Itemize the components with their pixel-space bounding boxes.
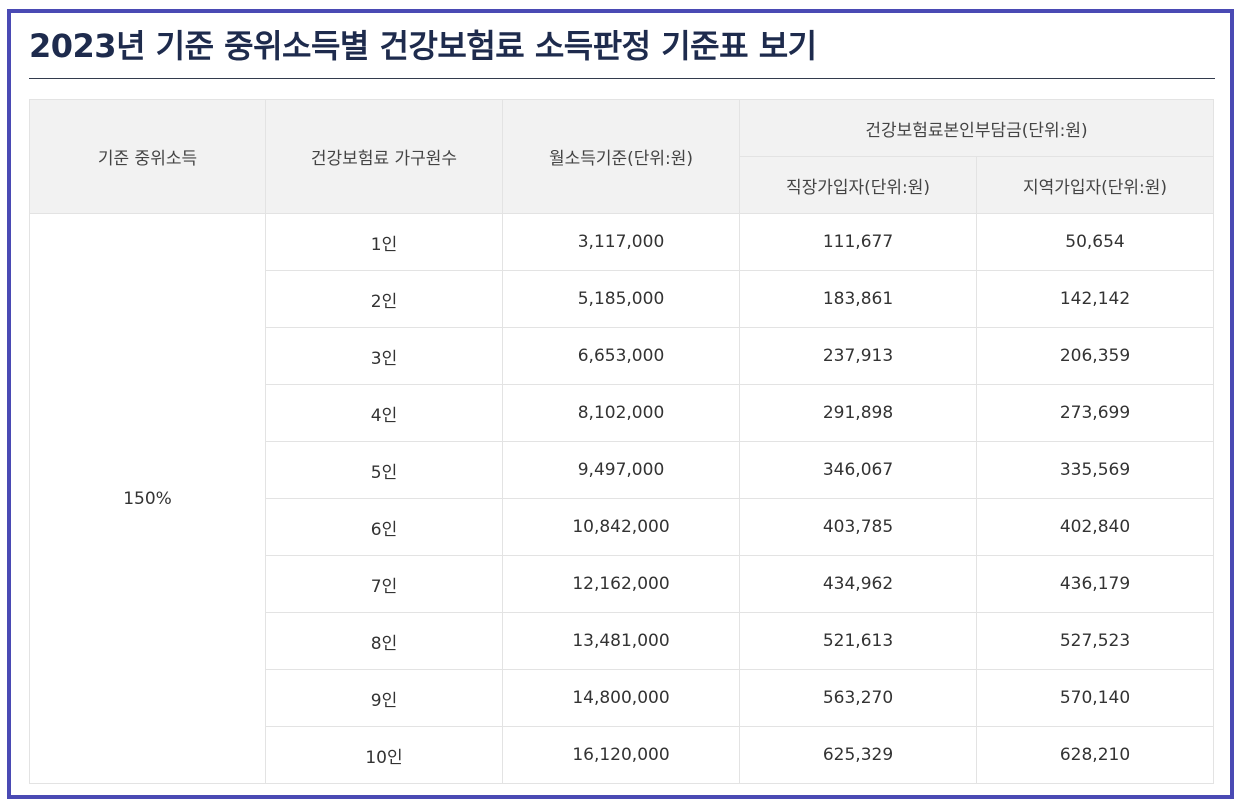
median-income-value: 150% xyxy=(29,213,266,784)
regional-premium-cell: 50,654 xyxy=(976,213,1214,271)
table-row: 9인 14,800,000 563,270 570,140 xyxy=(30,669,1214,727)
table-row: 2인 5,185,000 183,861 142,142 xyxy=(30,270,1214,328)
table-header: 기준 중위소득 건강보험료 가구원수 월소득기준(단위:원) 건강보험료본인부담… xyxy=(29,99,1214,214)
household-cell: 10인 xyxy=(265,726,503,784)
household-cell: 5인 xyxy=(265,441,503,499)
household-cell: 4인 xyxy=(265,384,503,442)
header-workplace: 직장가입자(단위:원) xyxy=(739,156,977,214)
household-cell: 2인 xyxy=(265,270,503,328)
table-row: 150% 1인 3,117,000 111,677 50,654 xyxy=(29,213,1214,784)
workplace-premium-cell: 403,785 xyxy=(739,498,977,556)
regional-premium-cell: 206,359 xyxy=(976,327,1214,385)
header-regional: 지역가입자(단위:원) xyxy=(976,156,1214,214)
monthly-income-cell: 5,185,000 xyxy=(502,270,740,328)
workplace-premium-cell: 563,270 xyxy=(739,669,977,727)
header-subrow: 직장가입자(단위:원) 지역가입자(단위:원) xyxy=(30,156,1214,214)
regional-premium-cell: 570,140 xyxy=(976,669,1214,727)
workplace-premium-cell: 291,898 xyxy=(739,384,977,442)
monthly-income-cell: 13,481,000 xyxy=(502,612,740,670)
title-divider xyxy=(29,78,1215,79)
workplace-premium-cell: 521,613 xyxy=(739,612,977,670)
income-criteria-table: 기준 중위소득 건강보험료 가구원수 월소득기준(단위:원) 건강보험료본인부담… xyxy=(29,99,1214,784)
workplace-premium-cell: 183,861 xyxy=(739,270,977,328)
household-cell: 1인 xyxy=(265,213,503,271)
regional-premium-cell: 628,210 xyxy=(976,726,1214,784)
table-row: 5인 9,497,000 346,067 335,569 xyxy=(30,441,1214,499)
monthly-income-cell: 8,102,000 xyxy=(502,384,740,442)
household-cell: 7인 xyxy=(265,555,503,613)
header-household-size: 건강보험료 가구원수 xyxy=(265,99,503,214)
page-title: 2023년 기준 중위소득별 건강보험료 소득판정 기준표 보기 xyxy=(29,27,817,65)
regional-premium-cell: 436,179 xyxy=(976,555,1214,613)
monthly-income-cell: 3,117,000 xyxy=(502,213,740,271)
table-row: 4인 8,102,000 291,898 273,699 xyxy=(30,384,1214,442)
household-cell: 9인 xyxy=(265,669,503,727)
table-row: 7인 12,162,000 434,962 436,179 xyxy=(30,555,1214,613)
header-monthly-income: 월소득기준(단위:원) xyxy=(502,99,740,214)
table-row: 6인 10,842,000 403,785 402,840 xyxy=(30,498,1214,556)
regional-premium-cell: 527,523 xyxy=(976,612,1214,670)
monthly-income-cell: 14,800,000 xyxy=(502,669,740,727)
household-cell: 8인 xyxy=(265,612,503,670)
workplace-premium-cell: 111,677 xyxy=(739,213,977,271)
workplace-premium-cell: 434,962 xyxy=(739,555,977,613)
regional-premium-cell: 335,569 xyxy=(976,441,1214,499)
table-row: 10인 16,120,000 625,329 628,210 xyxy=(30,726,1214,784)
regional-premium-cell: 402,840 xyxy=(976,498,1214,556)
household-cell: 6인 xyxy=(265,498,503,556)
monthly-income-cell: 6,653,000 xyxy=(502,327,740,385)
monthly-income-cell: 9,497,000 xyxy=(502,441,740,499)
table-row: 3인 6,653,000 237,913 206,359 xyxy=(30,327,1214,385)
household-cell: 3인 xyxy=(265,327,503,385)
workplace-premium-cell: 237,913 xyxy=(739,327,977,385)
workplace-premium-cell: 346,067 xyxy=(739,441,977,499)
monthly-income-cell: 16,120,000 xyxy=(502,726,740,784)
monthly-income-cell: 10,842,000 xyxy=(502,498,740,556)
table-body: 150% 1인 3,117,000 111,677 50,654 2인 5,185,000 1… xyxy=(29,213,1214,784)
header-premium-group: 건강보험료본인부담금(단위:원) xyxy=(739,99,1214,157)
monthly-income-cell: 12,162,000 xyxy=(502,555,740,613)
header-median-income: 기준 중위소득 xyxy=(29,99,266,214)
content-frame: 2023년 기준 중위소득별 건강보험료 소득판정 기준표 보기 기준 중위소득… xyxy=(7,9,1234,799)
table-row: 8인 13,481,000 521,613 527,523 xyxy=(30,612,1214,670)
regional-premium-cell: 142,142 xyxy=(976,270,1214,328)
workplace-premium-cell: 625,329 xyxy=(739,726,977,784)
regional-premium-cell: 273,699 xyxy=(976,384,1214,442)
header-row: 기준 중위소득 건강보험료 가구원수 월소득기준(단위:원) 건강보험료본인부담… xyxy=(29,99,1214,214)
